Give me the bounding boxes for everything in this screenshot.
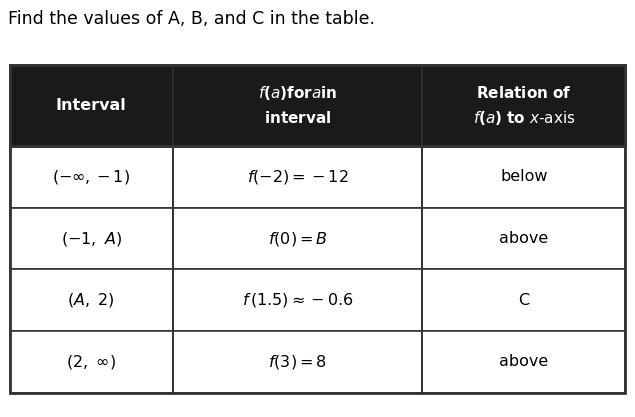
Bar [173,269,422,331]
Text: $\mathit{f}$$\mathbf{(}$$\mathit{a}$$\mathbf{)\ to\ }$$\mathit{x}$$\mathbf{\text: $\mathit{f}$$\mathbf{(}$$\mathit{a}$$\ma… [472,109,575,127]
Text: $f(0)=B$: $f(0)=B$ [267,229,328,248]
Bar [10,208,173,269]
Bar [173,146,422,208]
Text: $(-1,\ A)$: $(-1,\ A)$ [60,229,122,248]
Text: Interval: Interval [56,98,126,113]
Bar [173,331,422,393]
Bar [422,269,625,331]
Bar [173,208,422,269]
Text: $\mathbf{Relation\ of}$: $\mathbf{Relation\ of}$ [476,85,572,101]
Bar [422,208,625,269]
Text: $\mathit{f}$$\mathbf{(}$$\mathit{a}$$\mathbf{) for }$$\mathit{a}$$\mathbf{ in}$: $\mathit{f}$$\mathbf{(}$$\mathit{a}$$\ma… [258,84,337,102]
Bar [10,146,173,208]
Text: $(2,\ \infty)$: $(2,\ \infty)$ [66,353,116,371]
Text: $f\,(1.5)\approx-0.6$: $f\,(1.5)\approx-0.6$ [241,291,354,309]
Text: Find the values of A, B, and C in the table.: Find the values of A, B, and C in the ta… [8,10,375,28]
Bar [10,331,173,393]
Text: $\mathbf{interval}$: $\mathbf{interval}$ [264,110,331,126]
Text: $(-\infty,-1)$: $(-\infty,-1)$ [52,168,130,186]
Text: $f(-2)=-12$: $f(-2)=-12$ [246,168,349,186]
Text: $(A,\ 2)$: $(A,\ 2)$ [67,291,115,309]
Text: $f(3)=8$: $f(3)=8$ [268,353,327,371]
Bar [10,65,625,393]
Bar [422,146,625,208]
Text: C: C [518,293,530,308]
Text: below: below [500,169,547,184]
Bar [10,269,173,331]
Text: above: above [499,354,549,369]
Bar [422,331,625,393]
Bar [10,65,625,146]
Bar [10,65,625,146]
Text: above: above [499,231,549,246]
